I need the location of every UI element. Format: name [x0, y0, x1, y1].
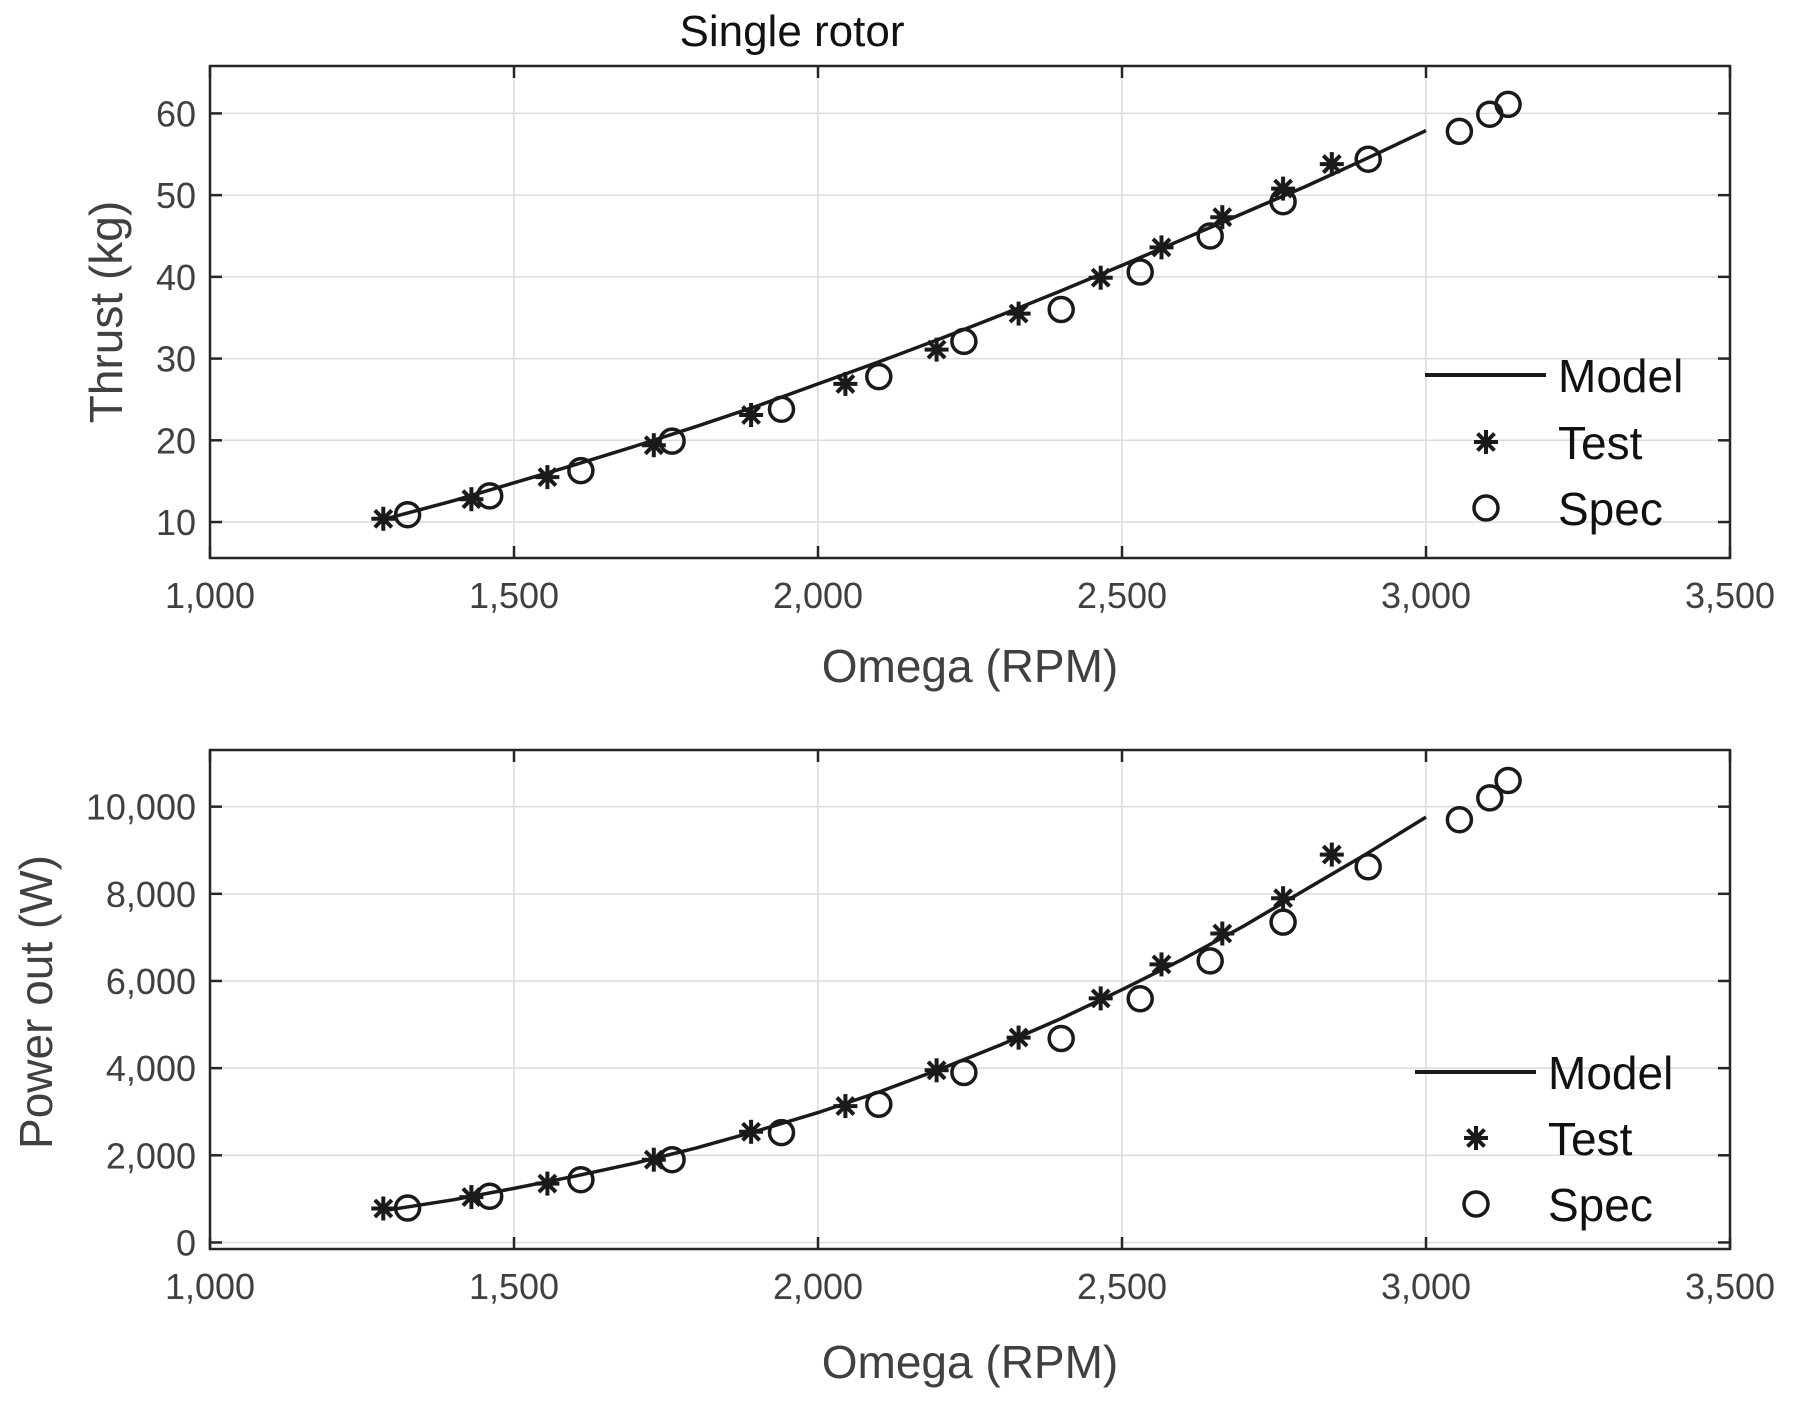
test-point — [1210, 921, 1235, 946]
spec-point — [1047, 295, 1075, 324]
legend: Model Test Spec — [1415, 1047, 1673, 1231]
spec-point — [1126, 985, 1154, 1013]
spec-point — [1269, 187, 1297, 216]
x-tick-label: 1,500 — [469, 1266, 559, 1307]
legend: Model Test Spec — [1425, 350, 1683, 535]
model-series-line — [379, 129, 1427, 523]
test-point — [1149, 952, 1174, 977]
test-point — [1210, 205, 1235, 230]
axes-frame — [208, 64, 1732, 560]
legend-test-label: Test — [1548, 1113, 1633, 1165]
spec-point — [1445, 805, 1474, 834]
legend-test-marker — [1474, 430, 1498, 454]
x-tick-label: 3,500 — [1685, 575, 1775, 616]
spec-point — [475, 1182, 504, 1211]
spec-point — [658, 427, 686, 455]
test-point — [1271, 886, 1296, 911]
y-tick-label: 30 — [156, 339, 196, 380]
y-tick-label: 0 — [176, 1222, 196, 1263]
y-tick-label: 6,000 — [106, 961, 196, 1002]
legend-model-label: Model — [1558, 350, 1683, 402]
spec-point — [767, 1118, 796, 1147]
legend-spec-label: Spec — [1548, 1179, 1653, 1231]
x-tick-label: 1,500 — [469, 575, 559, 616]
y-tick-label: 10 — [156, 502, 196, 543]
thrust-panel: Single rotor 1,000 1,500 2,000 2,500 3,000 3,… — [80, 7, 1775, 692]
test-point — [535, 1171, 560, 1196]
test-point — [1006, 301, 1031, 326]
y-tick-label: 8,000 — [106, 874, 196, 915]
test-point — [833, 1094, 858, 1119]
chart-title: Single rotor — [679, 7, 904, 56]
spec-point — [865, 362, 893, 391]
spec-point — [567, 1165, 595, 1194]
test-point — [1006, 1025, 1031, 1050]
x-tick-label: 3,000 — [1381, 1266, 1471, 1307]
axes-frame — [208, 748, 1732, 1251]
test-point — [1088, 986, 1113, 1011]
spec-point — [1445, 117, 1474, 146]
x-axis-label: Omega (RPM) — [822, 1336, 1118, 1388]
spec-point — [1126, 258, 1154, 286]
y-tick-label: 20 — [156, 420, 196, 461]
y-axis-label: Thrust (kg) — [80, 201, 132, 423]
spec-point — [1269, 908, 1297, 936]
x-tick-label: 2,000 — [773, 575, 863, 616]
legend-spec-marker — [1462, 1190, 1490, 1218]
test-point — [371, 1196, 396, 1221]
test-point — [1149, 235, 1174, 260]
legend-test-marker — [1464, 1126, 1488, 1150]
y-tick-label: 60 — [156, 93, 196, 134]
spec-point — [1354, 145, 1382, 173]
spec-point — [475, 482, 504, 510]
spec-point — [1494, 90, 1522, 119]
spec-point — [1476, 784, 1504, 812]
y-tick-label: 4,000 — [106, 1048, 196, 1089]
test-point — [535, 465, 560, 490]
spec-point — [393, 500, 422, 529]
y-axis-label: Power out (W) — [10, 855, 62, 1149]
spec-point — [950, 1058, 978, 1087]
test-point — [833, 371, 858, 396]
y-tick-label: 40 — [156, 257, 196, 298]
legend-model-label: Model — [1548, 1047, 1673, 1099]
legend-spec-marker — [1472, 494, 1500, 522]
legend-spec-label: Spec — [1558, 483, 1663, 535]
spec-point — [1476, 100, 1504, 128]
x-tick-label: 3,500 — [1685, 1266, 1775, 1307]
spec-point — [1354, 853, 1382, 881]
test-point — [924, 337, 949, 362]
spec-point — [1196, 222, 1224, 250]
x-tick-label: 3,000 — [1381, 575, 1471, 616]
spec-point — [1196, 947, 1224, 975]
y-tick-label: 2,000 — [106, 1135, 196, 1176]
test-point — [924, 1058, 949, 1083]
test-point — [1088, 265, 1113, 290]
model-series-line — [379, 815, 1427, 1213]
x-axis-label: Omega (RPM) — [822, 640, 1118, 692]
spec-point — [658, 1145, 686, 1174]
x-tick-label: 2,000 — [773, 1266, 863, 1307]
spec-point — [1047, 1024, 1075, 1053]
spec-point — [1494, 766, 1522, 795]
legend-test-label: Test — [1558, 417, 1643, 469]
test-point — [1319, 152, 1344, 177]
x-tick-label: 2,500 — [1077, 1266, 1167, 1307]
test-point — [1319, 842, 1344, 867]
spec-point — [567, 456, 595, 485]
spec-point — [865, 1090, 893, 1119]
power-panel: 1,000 1,500 2,000 2,500 3,000 3,500 0 2,000 4,00… — [10, 748, 1775, 1388]
test-point — [739, 1119, 764, 1144]
y-tick-label: 10,000 — [86, 787, 196, 828]
x-tick-label: 2,500 — [1077, 575, 1167, 616]
spec-point — [767, 395, 796, 424]
spec-point — [393, 1194, 422, 1222]
test-point — [371, 506, 396, 531]
y-tick-label: 50 — [156, 175, 196, 216]
x-tick-label: 1,000 — [165, 1266, 255, 1307]
spec-point — [950, 327, 978, 356]
test-point — [739, 403, 764, 427]
x-tick-label: 1,000 — [165, 575, 255, 616]
